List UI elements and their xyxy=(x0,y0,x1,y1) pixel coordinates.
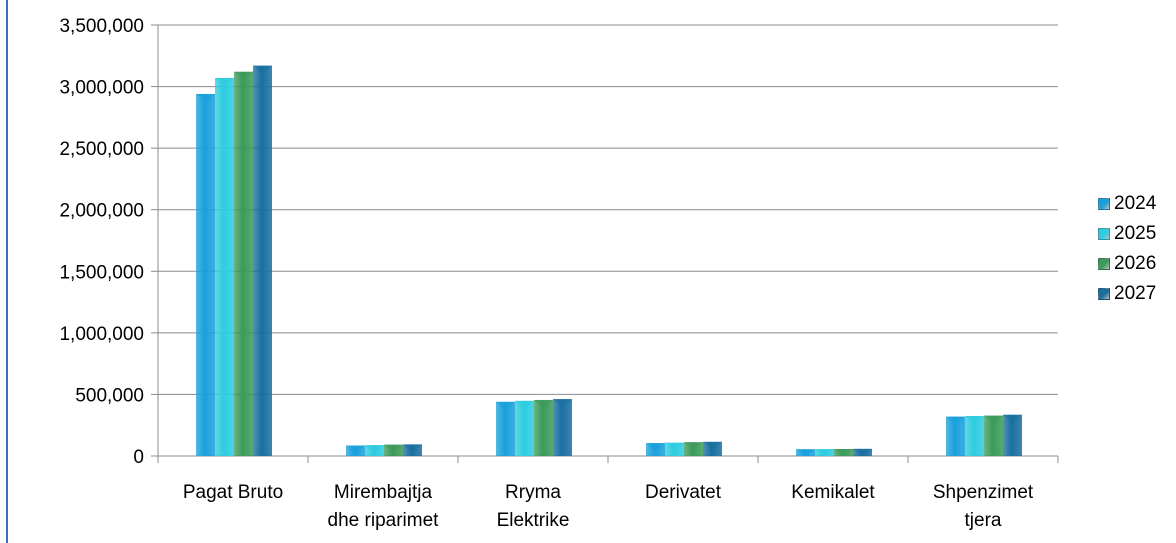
legend-item: 2025 xyxy=(1098,220,1156,248)
bar-cap xyxy=(853,448,872,456)
bar-cap xyxy=(684,442,703,451)
x-tick-label: Kemikalet xyxy=(791,482,875,503)
bar xyxy=(984,415,1003,456)
bar-body xyxy=(496,401,515,456)
bar xyxy=(253,65,272,456)
bar-cap xyxy=(346,445,365,454)
bar-cap xyxy=(796,449,815,456)
legend-swatch xyxy=(1098,258,1110,270)
bar xyxy=(834,448,853,456)
bar-body xyxy=(553,399,572,456)
bar-cap xyxy=(553,399,572,408)
legend: 2024 2025 2026 2027 xyxy=(1098,190,1156,310)
bar xyxy=(196,93,215,457)
bar-cap xyxy=(234,71,253,80)
bar xyxy=(403,444,422,456)
bar-cap xyxy=(196,93,215,102)
legend-swatch xyxy=(1098,228,1110,240)
bar-cap xyxy=(984,415,1003,424)
bar xyxy=(234,71,253,457)
y-tick-label: 2,000,000 xyxy=(59,201,144,222)
y-tick-label: 2,500,000 xyxy=(59,139,144,160)
x-tick-label: Elektrike xyxy=(497,510,570,531)
bar xyxy=(553,399,572,456)
bar-body xyxy=(196,93,215,457)
x-tick-label: Rryma xyxy=(505,482,561,503)
y-tick-label: 3,500,000 xyxy=(59,16,144,37)
bar xyxy=(703,441,722,456)
legend-item: 2026 xyxy=(1098,250,1156,278)
bar xyxy=(534,399,553,456)
y-tick-label: 500,000 xyxy=(75,385,144,406)
bar-body xyxy=(946,416,965,456)
legend-label: 2025 xyxy=(1114,223,1157,244)
bar-body xyxy=(215,77,234,457)
x-tick-label: Derivatet xyxy=(645,482,722,503)
bar-cap xyxy=(403,444,422,453)
y-tick-label: 1,500,000 xyxy=(59,262,144,283)
bar-cap xyxy=(515,400,534,409)
bar-body xyxy=(984,415,1003,456)
bar xyxy=(215,77,234,457)
x-tick-label: Shpenzimet xyxy=(933,482,1034,503)
legend-label: 2026 xyxy=(1114,253,1157,274)
bar-cap xyxy=(665,442,684,451)
x-tick-label: tjera xyxy=(965,510,1002,531)
bar-cap xyxy=(365,445,384,454)
bar xyxy=(365,445,384,456)
bar xyxy=(1003,414,1022,456)
bar xyxy=(946,416,965,456)
legend-item: 2024 xyxy=(1098,190,1156,218)
bar-cap xyxy=(253,65,272,74)
bar-body xyxy=(1003,414,1022,456)
x-tick-label: dhe riparimet xyxy=(328,510,440,531)
y-tick-label: 0 xyxy=(133,447,144,468)
bar-body xyxy=(515,400,534,456)
bar-body xyxy=(234,71,253,457)
bar-cap xyxy=(384,444,403,453)
bar-body xyxy=(965,415,984,456)
bar xyxy=(853,448,872,456)
legend-swatch xyxy=(1098,288,1110,300)
bar xyxy=(965,415,984,456)
bar xyxy=(346,445,365,456)
bar-body xyxy=(534,399,553,456)
bar-cap xyxy=(703,441,722,450)
x-tick-label: Mirembajtja xyxy=(334,482,433,503)
bar-cap xyxy=(215,77,234,86)
bar xyxy=(665,442,684,456)
bar-cap xyxy=(965,415,984,424)
bar-cap xyxy=(534,399,553,408)
legend-label: 2024 xyxy=(1114,193,1157,214)
legend-item: 2027 xyxy=(1098,280,1156,308)
legend-label: 2027 xyxy=(1114,283,1157,304)
bar xyxy=(684,442,703,456)
bar xyxy=(384,444,403,456)
legend-swatch xyxy=(1098,198,1110,210)
chart-left-border xyxy=(6,0,8,543)
bar-cap xyxy=(1003,414,1022,423)
bar-cap xyxy=(815,449,834,456)
bar xyxy=(646,443,665,456)
bar-cap xyxy=(646,443,665,452)
bar-cap xyxy=(496,401,515,410)
bar xyxy=(496,401,515,456)
bar-cap xyxy=(834,448,853,456)
bar xyxy=(796,449,815,456)
x-tick-label: Pagat Bruto xyxy=(183,482,283,503)
y-tick-label: 1,000,000 xyxy=(59,324,144,345)
bar xyxy=(815,449,834,456)
bar-body xyxy=(253,65,272,456)
y-tick-label: 3,000,000 xyxy=(59,78,144,99)
bar-cap xyxy=(946,416,965,425)
bar xyxy=(515,400,534,456)
